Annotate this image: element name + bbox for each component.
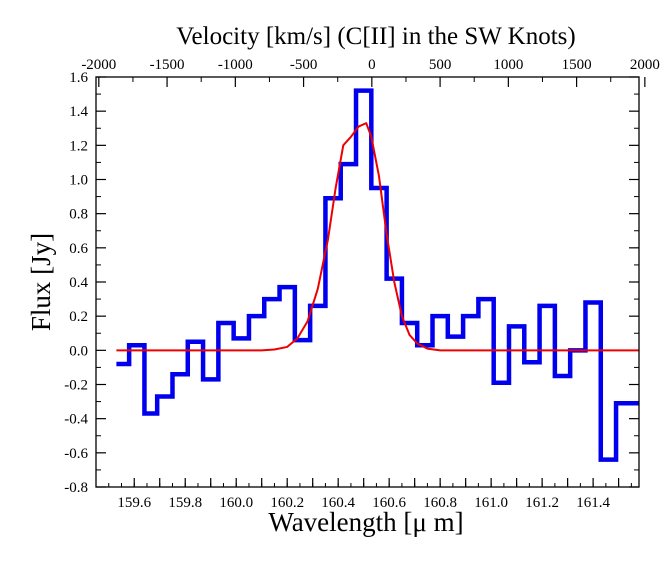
- top-tick-label: -1500: [150, 57, 185, 73]
- top-tick-label: -1000: [218, 57, 253, 73]
- top-tick-label: -2000: [81, 57, 116, 73]
- top-tick-label: 1500: [562, 57, 592, 73]
- y-tick-label: 1.6: [69, 70, 88, 86]
- top-tick-label: -500: [290, 57, 318, 73]
- x-tick-label: 161.0: [474, 495, 508, 511]
- y-tick-label: -0.8: [64, 480, 88, 496]
- y-tick-label: 0.2: [69, 309, 88, 325]
- chart-title: Velocity [km/s] (C[II] in the SW Knots): [176, 23, 575, 50]
- y-tick-label: -0.6: [64, 446, 88, 462]
- top-tick-label: 500: [429, 57, 452, 73]
- plot-frame: [95, 76, 640, 488]
- top-axis-ticks: -2000 -1500 -1000 -500 0 500 1000 1500 2000: [81, 57, 660, 87]
- x-tick-label: 159.6: [117, 495, 151, 511]
- y-tick-label: 0.4: [69, 275, 88, 291]
- x-tick-label: 160.6: [372, 495, 406, 511]
- x-tick-label: 160.2: [270, 495, 304, 511]
- top-tick-label: 0: [368, 57, 376, 73]
- x-axis-title: Wavelength [μ m]: [268, 507, 463, 537]
- x-tick-label: 160.8: [423, 495, 457, 511]
- y-axis-title: Flux [Jy]: [26, 233, 56, 331]
- top-tick-label: 2000: [630, 57, 660, 73]
- y-tick-label: 1.0: [69, 173, 88, 189]
- series-layer: [116, 88, 639, 462]
- y-tick-label: 1.4: [69, 104, 88, 120]
- gaussian-fit-line-series: [116, 122, 639, 352]
- y-tick-label: 1.2: [69, 138, 88, 154]
- bottom-axis-ticks: 159.6 159.8 160.0 160.2 160.4 160.6 160.8 161.0…: [108, 478, 632, 511]
- x-tick-label: 161.2: [525, 495, 559, 511]
- top-tick-label: 1000: [493, 57, 523, 73]
- y-tick-label: -0.2: [64, 378, 88, 394]
- y-axis-ticks: 1.6 1.4 1.2 1.0 0.8 0.6 0.4 0.2 0.0 -0.2 -0.4 -0.6 -…: [64, 70, 639, 496]
- y-tick-label: 0.6: [69, 241, 88, 257]
- y-tick-label: -0.4: [64, 412, 88, 428]
- x-tick-label: 160.4: [321, 495, 355, 511]
- observed-flux-step-series: [116, 88, 639, 462]
- x-tick-label: 161.4: [576, 495, 610, 511]
- y-tick-label: 0.0: [69, 343, 88, 359]
- y-tick-label: 0.8: [69, 207, 88, 223]
- x-tick-label: 160.0: [219, 495, 253, 511]
- x-tick-label: 159.8: [168, 495, 202, 511]
